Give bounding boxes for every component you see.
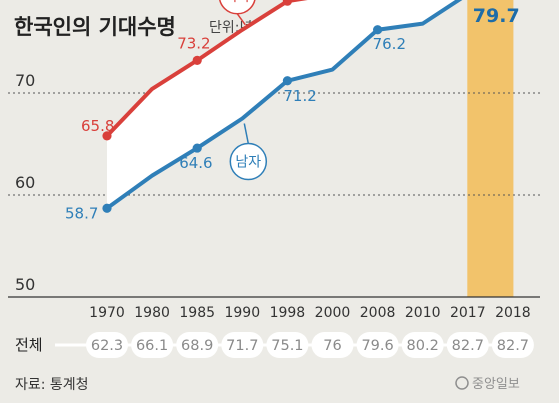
x-tick-label-2000: 2000 bbox=[315, 305, 351, 321]
total-value-1998: 75.1 bbox=[271, 338, 303, 354]
male-tag-leader bbox=[243, 123, 250, 144]
series-line-female bbox=[105, 0, 308, 138]
y-tick-label-60: 60 bbox=[15, 173, 35, 192]
marker-male-1970 bbox=[102, 203, 112, 213]
x-tick-label-2018: 2018 bbox=[495, 305, 531, 321]
x-axis: 1970 1980 1985 1990 1998 2000 2008 2010 2017 2018 bbox=[89, 305, 531, 321]
data-label-male-1985: 64.6 bbox=[179, 154, 212, 172]
male-tag-label: 남자 bbox=[235, 155, 261, 171]
data-label-male-1998: 71.2 bbox=[283, 87, 316, 105]
total-value-1990: 71.7 bbox=[226, 338, 258, 354]
x-tick-label-1985: 1985 bbox=[179, 305, 215, 321]
y-tick-label-70: 70 bbox=[15, 71, 35, 90]
brand-name: 중앙일보 bbox=[472, 377, 520, 392]
x-tick-label-2010: 2010 bbox=[405, 305, 441, 321]
x-tick-label-2017: 2017 bbox=[450, 305, 486, 321]
total-pill-2010 bbox=[401, 332, 444, 358]
total-pill-1985 bbox=[176, 332, 219, 358]
total-pill-2018 bbox=[491, 332, 534, 358]
data-label-male-1970: 58.7 bbox=[65, 204, 98, 222]
marker-male-1985 bbox=[192, 143, 202, 153]
female-tag-leader bbox=[236, 13, 246, 26]
highlight-layer bbox=[467, 0, 514, 298]
highlight-column bbox=[467, 0, 514, 298]
x-tick-label-1980: 1980 bbox=[134, 305, 170, 321]
data-label-female-1970: 65.8 bbox=[81, 117, 114, 135]
total-value-2018: 82.7 bbox=[497, 338, 529, 354]
series-line-male bbox=[105, 0, 463, 210]
marker-male-1998 bbox=[282, 76, 292, 86]
x-tick-label-1998: 1998 bbox=[270, 305, 306, 321]
total-value-1985: 68.9 bbox=[181, 338, 213, 354]
data-labels: 65.873.2798385.758.764.671.276.279.7 bbox=[65, 5, 520, 222]
male-tag-circle bbox=[229, 142, 268, 181]
x-tick-label-2008: 2008 bbox=[360, 305, 396, 321]
marker-female-1998 bbox=[282, 0, 292, 6]
marker-male-2008 bbox=[373, 25, 383, 35]
data-label-male-2017: 79.7 bbox=[473, 5, 520, 27]
total-value-2010: 80.2 bbox=[407, 338, 439, 354]
y-axis: 50607080 bbox=[15, 71, 35, 294]
data-label-male-2008: 76.2 bbox=[373, 35, 406, 53]
chart-title: 한국인의 기대수명 bbox=[14, 15, 176, 39]
total-value-1980: 66.1 bbox=[136, 338, 168, 354]
series-markers bbox=[102, 0, 383, 213]
total-row-label: 전체 bbox=[15, 336, 43, 354]
total-pill-2017 bbox=[446, 332, 489, 358]
total-value-2008: 79.6 bbox=[361, 338, 393, 354]
total-value-2017: 82.7 bbox=[452, 338, 484, 354]
series-lines bbox=[105, 0, 463, 210]
total-pill-1970 bbox=[86, 332, 128, 358]
total-pill-1990 bbox=[221, 332, 264, 358]
x-tick-label-1970: 1970 bbox=[89, 305, 125, 321]
marker-female-1970 bbox=[102, 131, 112, 141]
female-tag-circle bbox=[219, 0, 256, 15]
series-name-tags: 여자남자 bbox=[219, 0, 268, 181]
total-pill-2008 bbox=[356, 332, 399, 358]
brand-logo: 중앙일보 bbox=[455, 376, 520, 392]
y-tick-label-50: 50 bbox=[15, 275, 35, 294]
source-note: 자료: 통계청 bbox=[15, 377, 89, 393]
brand-logo-icon bbox=[455, 376, 469, 390]
x-tick-label-1990: 1990 bbox=[224, 305, 260, 321]
total-row: 전체 62.3 66.1 68.9 71.7 75.1 76 79.6 80.2 82.7 82.7 bbox=[15, 332, 534, 358]
total-value-1970: 62.3 bbox=[91, 338, 123, 354]
marker-female-1985 bbox=[192, 55, 202, 65]
total-pill-2000 bbox=[311, 332, 354, 358]
total-pill-1980 bbox=[131, 332, 174, 358]
data-label-female-1985: 73.2 bbox=[177, 34, 210, 52]
total-value-2000: 76 bbox=[323, 338, 341, 354]
female-tag-label: 여자 bbox=[224, 0, 250, 5]
total-pill-1998 bbox=[266, 332, 309, 358]
